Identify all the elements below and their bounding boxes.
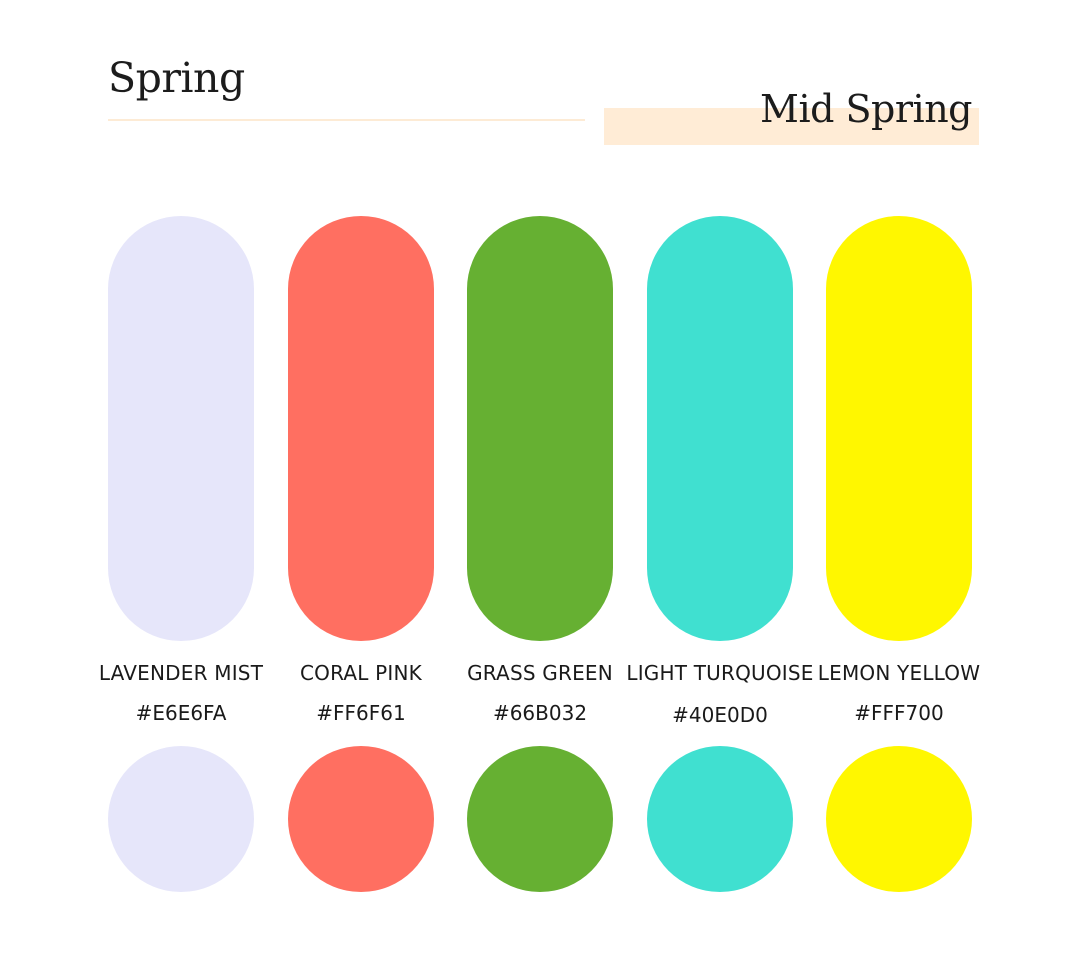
palette-title: Spring <box>108 54 245 102</box>
color-name: LIGHT TURQUOISE <box>626 661 814 685</box>
color-hex: #66B032 <box>492 701 588 725</box>
color-pill <box>288 216 434 641</box>
subtitle-highlight <box>604 108 979 145</box>
color-circle <box>826 746 972 892</box>
color-pill <box>647 216 793 641</box>
color-pill <box>467 216 613 641</box>
color-hex: #40E0D0 <box>672 703 768 727</box>
color-hex: #FF6F61 <box>316 701 406 725</box>
color-circle <box>647 746 793 892</box>
title-underline <box>108 119 585 121</box>
color-name: LAVENDER MIST <box>98 661 264 685</box>
color-name: LEMON YELLOW <box>817 661 981 685</box>
palette-subtitle: Mid Spring <box>760 87 972 131</box>
color-circle <box>288 746 434 892</box>
color-circle <box>108 746 254 892</box>
color-name: CORAL PINK <box>299 661 422 685</box>
color-hex: #FFF700 <box>854 701 944 725</box>
color-name: GRASS GREEN <box>467 661 613 685</box>
color-pill <box>826 216 972 641</box>
color-pill <box>108 216 254 641</box>
color-hex: #E6E6FA <box>135 701 227 725</box>
color-circle <box>467 746 613 892</box>
